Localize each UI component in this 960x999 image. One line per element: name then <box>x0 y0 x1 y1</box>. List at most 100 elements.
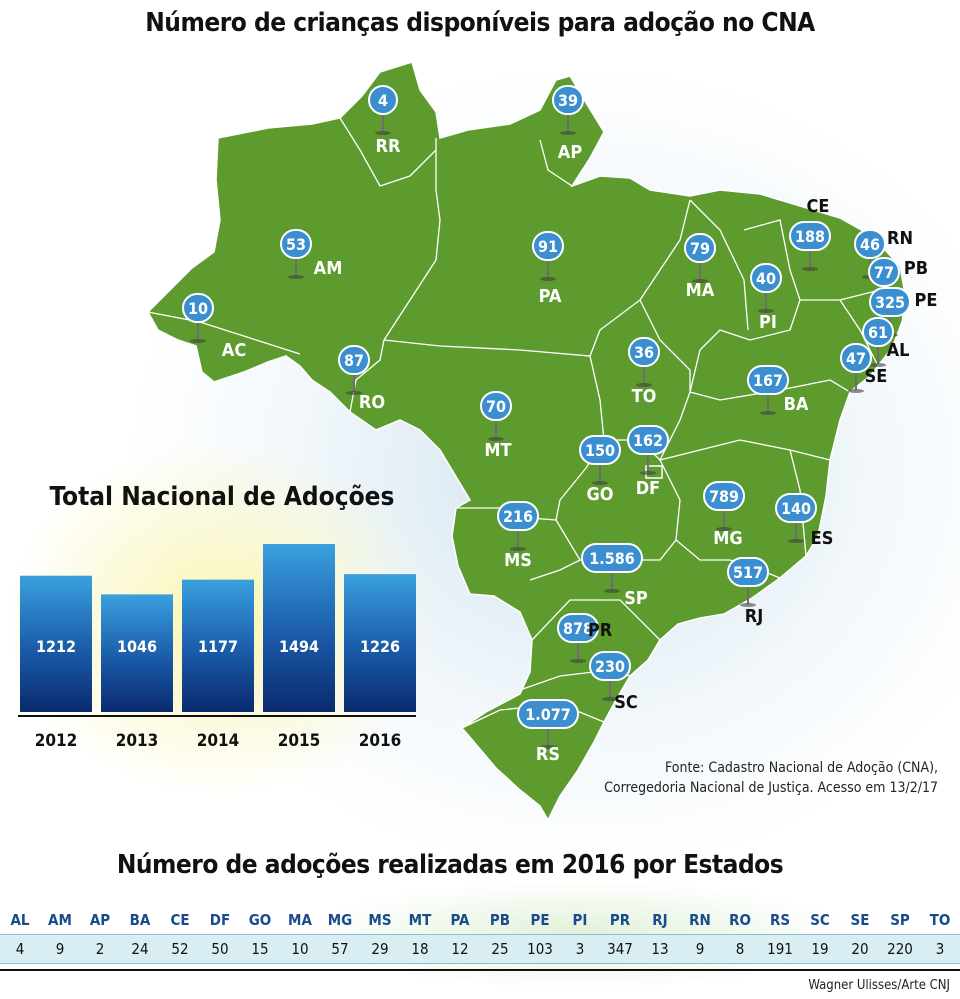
pin-shadow <box>602 697 618 701</box>
pin-bubble <box>579 435 621 465</box>
table-header-rs: RS <box>760 906 800 935</box>
bar-value-label: 1212 <box>36 637 76 656</box>
bar-value-label: 1226 <box>360 637 400 656</box>
table-value-ap: 2 <box>80 934 120 964</box>
pin-value: 36 <box>634 343 654 362</box>
pin-value: 140 <box>781 499 811 518</box>
table-header-ro: RO <box>720 906 760 935</box>
pin-bubble <box>840 343 872 373</box>
state-label-mg: MG <box>713 528 742 549</box>
pin-value: 878 <box>563 619 593 638</box>
pin-value: 70 <box>486 397 506 416</box>
table-header-sc: SC <box>800 906 840 935</box>
state-label-rs: RS <box>536 744 560 765</box>
state-label-ro: RO <box>359 392 385 413</box>
pin-shadow <box>346 391 362 395</box>
pin-rj: 517 RJ <box>727 557 769 627</box>
table-value-sc: 19 <box>800 934 840 964</box>
pin-ap: 39 AP <box>552 85 584 163</box>
state-label-es: ES <box>811 528 834 549</box>
state-pins: 4 RR 39 AP 53 AM 91 PA 79 MA 40 PI 188 CE 46 RN 77 PB 325 P… <box>182 85 937 765</box>
pin-bubble <box>517 699 579 729</box>
bar-category-label: 2013 <box>116 731 159 751</box>
pin-value: 1.077 <box>525 705 571 724</box>
state-label-rj: RJ <box>745 606 764 627</box>
pin-ma: 79 MA <box>684 233 716 301</box>
pin-pa: 91 PA <box>532 231 564 307</box>
table-header-pr: PR <box>600 906 640 935</box>
pin-ce: 188 CE <box>789 196 831 271</box>
table-value-se: 20 <box>840 934 880 964</box>
table-header-to: TO <box>920 906 960 935</box>
pin-df: 162 DF <box>627 425 669 499</box>
pin-rr: 4 RR <box>368 85 401 157</box>
pin-value: 77 <box>874 263 894 282</box>
table-header-pi: PI <box>560 906 600 935</box>
pin-value: 789 <box>709 487 739 506</box>
pin-value: 162 <box>633 431 663 450</box>
state-label-pr: PR <box>588 620 613 641</box>
pin-bubble <box>775 493 817 523</box>
pin-shadow <box>540 277 556 281</box>
table-header-mg: MG <box>320 906 360 935</box>
table-value-rs: 191 <box>760 934 800 964</box>
pin-pi: 40 PI <box>750 263 782 333</box>
table-value-al: 4 <box>0 934 40 964</box>
state-label-ce: CE <box>807 196 830 217</box>
pin-bubble <box>703 481 745 511</box>
source-line-2: Corregedoria Nacional de Justiça. Acesso… <box>604 780 938 796</box>
pin-shadow <box>760 411 776 415</box>
pin-to: 36 TO <box>628 337 660 407</box>
bar-category-label: 2015 <box>278 731 321 751</box>
pin-value: 39 <box>558 91 578 110</box>
pin-bubble <box>552 85 584 115</box>
pin-shadow <box>375 131 391 135</box>
pin-bubble <box>750 263 782 293</box>
pin-ac: 10 AC <box>182 293 246 361</box>
state-label-sc: SC <box>614 692 638 713</box>
bar-category-label: 2014 <box>197 731 240 751</box>
state-label-rr: RR <box>376 136 401 157</box>
pin-value: 87 <box>344 351 364 370</box>
pin-shadow <box>870 363 886 367</box>
pin-shadow <box>288 275 304 279</box>
pin-value: 167 <box>753 371 783 390</box>
table-header-ms: MS <box>360 906 400 935</box>
pin-value: 10 <box>188 299 208 318</box>
table-header-sp: SP <box>880 906 920 935</box>
bar-2014 <box>182 579 254 712</box>
pin-bubble <box>628 337 660 367</box>
table-header-go: GO <box>240 906 280 935</box>
state-label-am: AM <box>314 258 343 279</box>
pin-bubble <box>497 501 539 531</box>
pin-shadow <box>604 589 620 593</box>
table-value-ms: 29 <box>360 934 400 964</box>
pin-bubble <box>338 345 370 375</box>
pin-shadow <box>740 603 756 607</box>
bottom-rule <box>0 969 960 971</box>
table-value-pr: 347 <box>600 934 640 964</box>
state-label-pa: PA <box>539 286 562 307</box>
pin-bubble <box>581 543 643 573</box>
pin-mt: 70 MT <box>480 391 512 461</box>
pin-bubble <box>684 233 716 263</box>
pin-bubble <box>532 231 564 261</box>
table-value-df: 50 <box>200 934 240 964</box>
pin-shadow <box>692 279 708 283</box>
table-value-ba: 24 <box>120 934 160 964</box>
table-header-pa: PA <box>440 906 480 935</box>
table-value-sp: 220 <box>880 934 920 964</box>
state-label-al: AL <box>887 340 910 361</box>
state-label-sp: SP <box>624 588 648 609</box>
table-value-pa: 12 <box>440 934 480 964</box>
state-label-go: GO <box>586 484 613 505</box>
pin-bubble <box>182 293 214 323</box>
pin-shadow <box>560 131 576 135</box>
pin-value: 325 <box>875 293 905 312</box>
table-value-pe: 103 <box>520 934 560 964</box>
bar-group: 1212 2012 1046 2013 1177 2014 1494 2015 1226 2016 <box>20 544 416 751</box>
pin-bubble <box>789 221 831 251</box>
